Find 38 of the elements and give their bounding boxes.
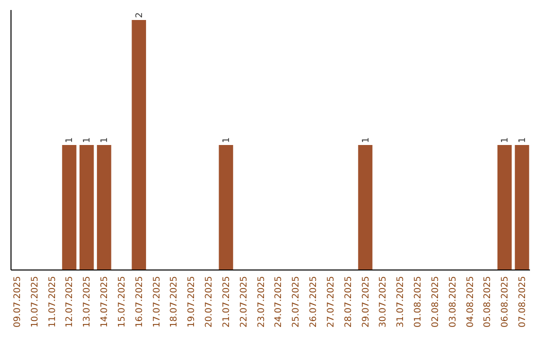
x-tick-label: 11.07.2025 <box>48 276 58 328</box>
x-tick-label: 24.07.2025 <box>274 276 284 328</box>
x-tick-label: 29.07.2025 <box>361 276 372 328</box>
x-tick-label: 18.07.2025 <box>170 276 180 328</box>
x-tick-label: 04.08.2025 <box>466 276 476 328</box>
x-tick-label: 13.07.2025 <box>82 276 93 328</box>
x-tick-label: 16.07.2025 <box>134 276 145 328</box>
data-label: 1 <box>65 137 76 143</box>
data-label: 1 <box>82 137 93 143</box>
x-tick-label: 22.07.2025 <box>239 276 250 328</box>
x-tick-label: 09.07.2025 <box>13 276 24 328</box>
x-tick-label: 15.07.2025 <box>117 276 128 328</box>
x-tick-label: 26.07.2025 <box>309 276 320 328</box>
x-tick-label: 14.07.2025 <box>100 276 110 328</box>
x-tick-label: 27.07.2025 <box>326 276 336 328</box>
x-tick-label: 17.07.2025 <box>152 276 162 328</box>
data-label: 1 <box>518 137 528 143</box>
x-tick-label: 20.07.2025 <box>204 276 215 328</box>
x-tick-label: 28.07.2025 <box>344 276 354 328</box>
data-label: 1 <box>222 137 232 143</box>
data-label: 1 <box>100 137 110 143</box>
x-tick-label: 23.07.2025 <box>256 276 267 328</box>
data-label: 1 <box>361 137 372 143</box>
x-tick-label: 02.08.2025 <box>430 276 441 328</box>
x-tick-label: 12.07.2025 <box>65 276 76 328</box>
x-tick-label: 30.07.2025 <box>378 276 389 328</box>
x-tick-label: 31.07.2025 <box>396 276 406 328</box>
x-tick-label: 25.07.2025 <box>292 276 302 328</box>
data-label: 2 <box>134 12 145 18</box>
data-label: 1 <box>500 137 511 143</box>
x-tick-label: 01.08.2025 <box>414 276 424 328</box>
x-tick-label: 21.07.2025 <box>222 276 232 328</box>
x-tick-label: 05.08.2025 <box>483 276 494 328</box>
x-tick-label: 10.07.2025 <box>30 276 40 328</box>
x-tick-label: 03.08.2025 <box>448 276 458 328</box>
x-tick-label: 07.08.2025 <box>518 276 528 328</box>
x-tick-label: 06.08.2025 <box>500 276 511 328</box>
x-tick-label: 19.07.2025 <box>187 276 198 328</box>
